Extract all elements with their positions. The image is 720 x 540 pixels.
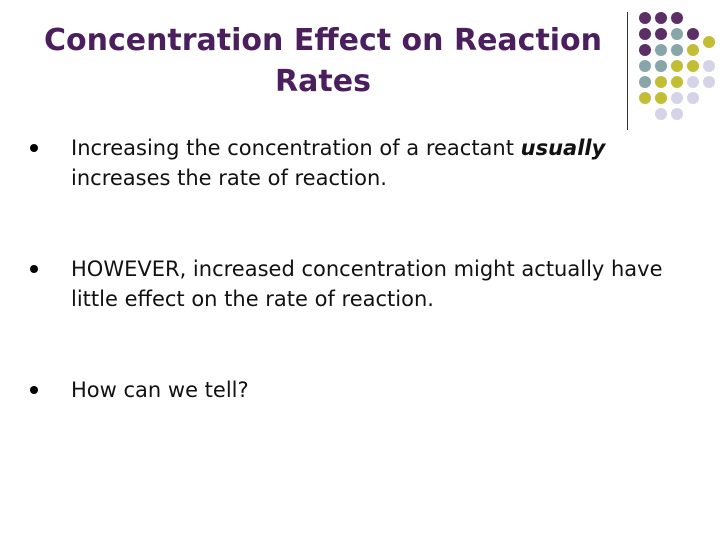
dot	[671, 12, 683, 24]
corner-dot-grid	[639, 12, 715, 120]
dot	[655, 108, 667, 120]
title-divider	[627, 12, 628, 130]
dot	[687, 28, 699, 40]
bullet-text: Increasing the concentration of a reacta…	[71, 133, 691, 193]
dot	[655, 44, 667, 56]
dot	[687, 44, 699, 56]
dot	[671, 92, 683, 104]
dot	[687, 76, 699, 88]
bullet-icon	[30, 265, 38, 273]
dot	[639, 28, 651, 40]
bullet-icon	[30, 386, 38, 394]
bullet-text-prefix: Increasing the concentration of a reacta…	[71, 136, 521, 160]
dot	[639, 76, 651, 88]
bullet-emphasis: usually	[520, 136, 606, 160]
dot	[687, 60, 699, 72]
dot	[671, 60, 683, 72]
dot	[687, 92, 699, 104]
dot	[703, 60, 715, 72]
dot	[655, 76, 667, 88]
dot	[671, 108, 683, 120]
dot	[655, 12, 667, 24]
dot	[655, 60, 667, 72]
dot	[671, 28, 683, 40]
dot	[671, 44, 683, 56]
bullet-text-suffix: increases the rate of reaction.	[71, 166, 387, 190]
dot	[703, 36, 715, 48]
dot	[639, 60, 651, 72]
bullet-icon	[30, 144, 38, 152]
slide-title: Concentration Effect on Reaction Rates	[43, 23, 603, 99]
dot	[639, 92, 651, 104]
dot	[655, 92, 667, 104]
dot	[671, 76, 683, 88]
bullet-text: HOWEVER, increased concentration might a…	[71, 257, 663, 311]
dot	[703, 76, 715, 88]
dot	[655, 28, 667, 40]
bullet-text: How can we tell?	[71, 378, 249, 402]
dot	[639, 44, 651, 56]
dot	[639, 12, 651, 24]
